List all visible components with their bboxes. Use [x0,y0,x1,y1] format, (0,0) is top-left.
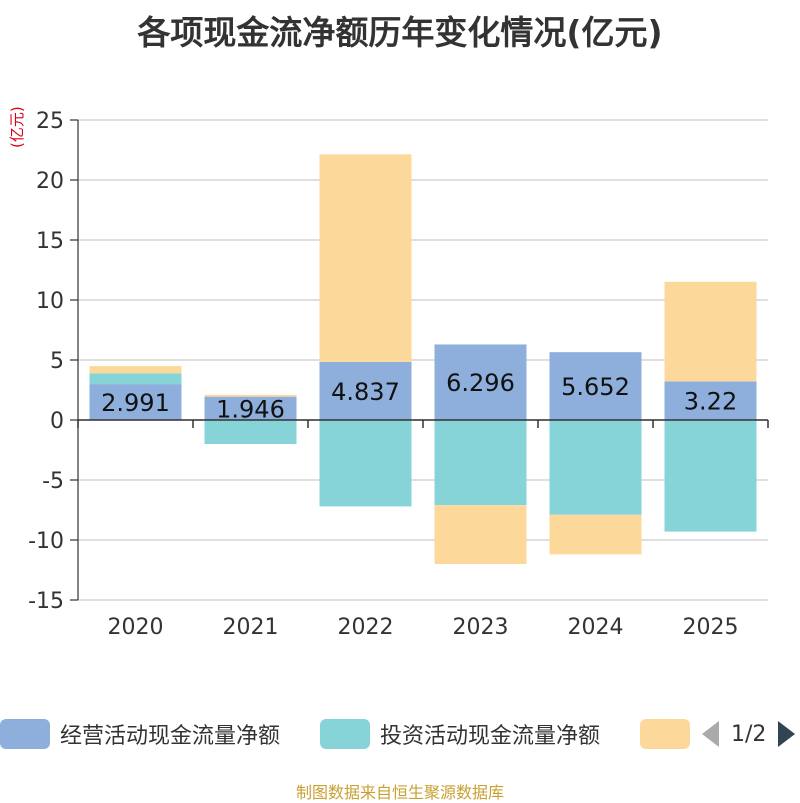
bar-2020-series-1 [89,373,182,385]
chart-legend: 经营活动现金流量净额 投资活动现金流量净额 1/2 [0,712,800,756]
bar-2025-series-0 [664,381,757,420]
legend-item-operating[interactable]: 经营活动现金流量净额 [0,712,280,756]
bar-2024-series-1 [549,420,642,515]
bar-2022-series-0 [319,361,412,420]
bar-2025-series-2 [664,281,757,382]
legend-item-investing[interactable]: 投资活动现金流量净额 [320,712,600,756]
y-tick-label: 5 [50,349,64,374]
bar-2022-series-2 [319,154,412,362]
bar-2025-series-1 [664,420,757,532]
data-label-2024: 5.652 [561,373,630,401]
y-tick-label: 0 [50,409,64,434]
data-label-2020: 2.991 [101,389,170,417]
y-tick-label: 10 [36,289,64,314]
x-tick-label-2025: 2025 [683,615,739,640]
y-tick-label: 15 [36,229,64,254]
legend-swatch-operating [0,719,50,749]
bar-2023-series-0 [434,344,527,420]
legend-label-operating: 经营活动现金流量净额 [60,724,281,749]
bar-2022-series-1 [319,420,412,507]
bar-2023-series-2 [434,505,527,564]
x-tick-label-2021: 2021 [223,615,279,640]
data-label-2023: 6.296 [446,369,515,397]
legend-item-financing[interactable] [640,712,700,756]
data-label-2025: 3.22 [684,388,737,416]
y-tick-label: -15 [28,589,64,614]
cash-flow-chart: 25 20 15 10 5 0 -5 -10 -15 2.991 1.946 4.837 6.296 5.… [28,109,769,640]
y-tick-label: 20 [36,169,64,194]
x-tick-label-2022: 2022 [338,615,394,640]
x-tick-label-2023: 2023 [453,615,509,640]
bar-2020-series-2 [89,366,182,374]
chevron-left-icon[interactable] [702,721,719,747]
legend-label-investing: 投资活动现金流量净额 [380,724,601,749]
y-tick-label: 25 [36,109,64,134]
chevron-right-icon[interactable] [778,721,796,747]
legend-swatch-investing [320,719,370,749]
bar-2023-series-1 [434,420,527,506]
data-label-2022: 4.837 [331,378,400,406]
legend-pager: 1/2 [702,712,796,756]
chart-title: 各项现金流净额历年变化情况(亿元) [137,13,663,52]
bar-2020-series-0 [89,384,182,420]
bar-2021-series-0 [204,396,297,420]
bar-2024-series-2 [549,514,642,555]
data-source-note: 制图数据来自恒生聚源数据库 [295,783,504,802]
bar-2021-series-2 [204,394,297,397]
data-label-2021: 1.946 [216,395,285,423]
y-tick-label: -10 [28,529,64,554]
bar-2024-series-0 [549,352,642,420]
bar-2021-series-1 [204,420,297,444]
x-tick-label-2024: 2024 [568,615,624,640]
legend-page-indicator: 1/2 [731,721,767,747]
y-tick-label: -5 [42,469,64,494]
x-tick-label-2020: 2020 [108,615,164,640]
legend-swatch-financing [640,719,690,749]
